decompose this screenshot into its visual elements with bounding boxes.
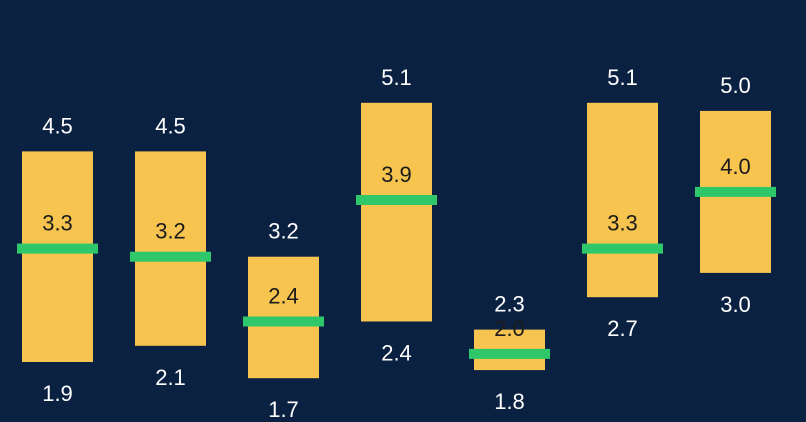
high-label-6: 5.1 (607, 65, 638, 90)
median-label-6: 3.3 (607, 211, 638, 236)
median-label-1: 3.3 (42, 211, 73, 236)
median-marker-4 (356, 195, 437, 205)
chart-marks: 4.53.31.94.53.22.13.22.41.75.13.92.42.32… (17, 65, 776, 422)
high-label-1: 4.5 (42, 113, 73, 138)
range-bar-6 (587, 102, 658, 298)
low-label-4: 2.4 (381, 341, 412, 366)
median-marker-3 (243, 316, 324, 327)
median-label-5: 2.0 (494, 316, 525, 341)
median-marker-7 (695, 186, 776, 197)
median-label-2: 3.2 (155, 219, 186, 244)
median-marker-2 (130, 251, 211, 262)
median-marker-5 (469, 348, 550, 359)
range-bar-1 (22, 151, 93, 362)
high-label-4: 5.1 (381, 65, 412, 90)
low-label-5: 1.8 (494, 389, 525, 414)
low-label-6: 2.7 (607, 316, 638, 341)
range-bar-4 (361, 102, 432, 322)
median-marker-6 (582, 243, 663, 254)
median-label-3: 2.4 (268, 284, 299, 309)
low-label-1: 1.9 (42, 381, 73, 406)
low-label-3: 1.7 (268, 397, 299, 422)
median-label-7: 4.0 (720, 154, 751, 179)
high-label-5: 2.3 (494, 292, 525, 317)
low-label-2: 2.1 (155, 365, 186, 390)
median-marker-1 (17, 243, 98, 254)
range-bar-2 (135, 151, 206, 346)
low-label-7: 3.0 (720, 292, 751, 317)
high-label-7: 5.0 (720, 73, 751, 98)
high-label-2: 4.5 (155, 113, 186, 138)
high-label-3: 3.2 (268, 219, 299, 244)
median-label-4: 3.9 (381, 162, 412, 187)
